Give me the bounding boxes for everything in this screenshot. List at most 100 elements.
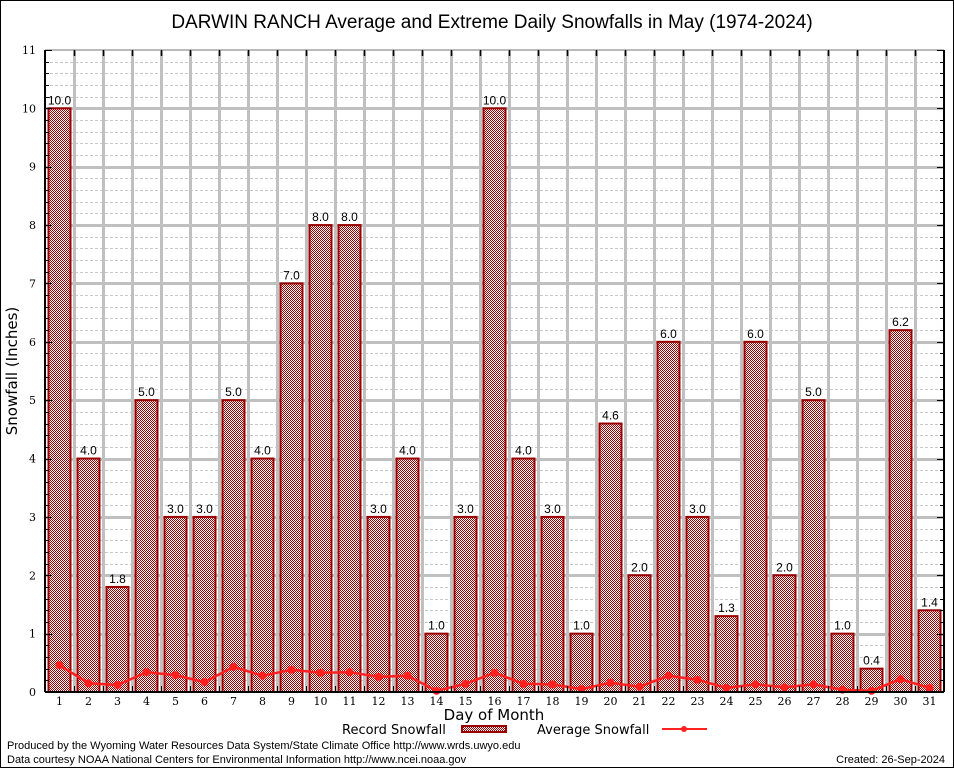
bar-day-6 <box>192 515 217 694</box>
x-tick-label: 16 <box>488 695 502 708</box>
y-tick-label: 8 <box>29 219 36 232</box>
average-point-day-23 <box>693 675 702 684</box>
bar-value-label: 3.0 <box>544 502 561 516</box>
x-tick-labels: 1 2 3 4 5 6 7 8 9 10 11 12 13 14 15 16 17 18 19 20 21 22 23 24 2… <box>56 695 937 708</box>
x-tick-label: 22 <box>662 695 676 708</box>
bar-value-label: 6.0 <box>660 327 677 341</box>
bar-day-3 <box>105 585 130 693</box>
footer-data-source: Data courtesy NOAA National Centers for … <box>7 754 467 766</box>
average-point-day-7 <box>229 662 238 671</box>
average-point-day-31 <box>925 683 934 692</box>
bar-day-4 <box>134 399 159 693</box>
x-tick-label: 26 <box>778 695 792 708</box>
x-tick-label: 9 <box>288 695 295 708</box>
legend-swatch-average-marker <box>681 726 687 732</box>
bar-value-label: 7.0 <box>283 268 300 282</box>
average-point-day-14 <box>432 686 441 695</box>
x-tick-label: 13 <box>401 695 415 708</box>
average-point-day-6 <box>200 678 209 687</box>
bar-value-label: 0.4 <box>863 654 880 668</box>
bar-day-14 <box>424 632 449 693</box>
x-axis-label: Day of Month <box>444 706 545 724</box>
legend-swatch-record <box>461 725 507 733</box>
footer-producer: Produced by the Wyoming Water Resources … <box>7 740 520 752</box>
y-tick-label: 10 <box>22 102 36 115</box>
bar-day-19 <box>569 632 594 693</box>
x-tick-label: 25 <box>749 695 763 708</box>
x-tick-label: 30 <box>894 695 908 708</box>
y-tick-label: 7 <box>29 277 36 290</box>
y-tick-label: 11 <box>22 44 36 57</box>
average-point-day-3 <box>113 680 122 689</box>
average-point-day-22 <box>664 671 673 680</box>
bar-value-label: 1.0 <box>834 619 851 633</box>
y-axis-label: Snowfall (Inches) <box>3 307 21 435</box>
legend-label-record: Record Snowfall <box>342 723 446 738</box>
average-point-day-24 <box>722 683 731 692</box>
bar-day-27 <box>801 399 826 693</box>
x-tick-label: 19 <box>575 695 589 708</box>
bar-day-25 <box>743 340 768 693</box>
x-tick-label: 3 <box>114 695 121 708</box>
legend-label-average: Average Snowfall <box>537 723 649 738</box>
bar-value-label: 2.0 <box>631 560 648 574</box>
y-tick-labels: 0 1 2 3 4 5 6 7 8 9 10 11 <box>22 44 36 699</box>
bar-day-10 <box>308 224 333 693</box>
average-point-day-2 <box>84 679 93 688</box>
x-tick-label: 24 <box>720 695 734 708</box>
average-point-day-5 <box>171 671 180 680</box>
bar-value-label: 10.0 <box>48 93 72 107</box>
bar-day-21 <box>627 574 652 693</box>
bar-day-22 <box>656 340 681 693</box>
bar-day-11 <box>337 224 362 693</box>
x-tick-label: 18 <box>546 695 560 708</box>
average-point-day-4 <box>142 668 151 677</box>
bar-value-label: 3.0 <box>167 502 184 516</box>
bar-value-label: 2.0 <box>776 560 793 574</box>
average-point-day-15 <box>461 679 470 688</box>
bar-day-9 <box>279 282 304 693</box>
average-point-day-9 <box>287 665 296 674</box>
y-tick-label: 2 <box>29 569 36 582</box>
bar-day-8 <box>250 457 275 693</box>
bar-value-label: 1.3 <box>718 601 735 615</box>
average-point-day-29 <box>867 686 876 695</box>
average-point-day-10 <box>316 668 325 677</box>
x-tick-label: 10 <box>314 695 328 708</box>
bar-day-12 <box>366 515 391 694</box>
axes <box>44 49 945 693</box>
bar-value-label: 6.0 <box>747 327 764 341</box>
x-tick-label: 14 <box>430 695 444 708</box>
x-tick-label: 17 <box>517 695 531 708</box>
bar-value-label: 4.6 <box>602 409 619 423</box>
x-tick-label: 29 <box>865 695 879 708</box>
bar-value-label: 3.0 <box>370 502 387 516</box>
bar-value-label: 5.0 <box>138 385 155 399</box>
x-tick-label: 28 <box>836 695 850 708</box>
bar-day-17 <box>511 457 536 693</box>
bar-day-7 <box>221 399 246 693</box>
bar-value-label: 1.8 <box>109 572 126 586</box>
bar-value-label: 5.0 <box>805 385 822 399</box>
x-tick-label: 5 <box>172 695 179 708</box>
bar-day-20 <box>598 422 623 693</box>
x-tick-label: 11 <box>343 695 357 708</box>
bar-value-label: 4.0 <box>399 444 416 458</box>
bar-value-label: 6.2 <box>892 315 909 329</box>
average-point-day-17 <box>519 679 528 688</box>
average-point-day-20 <box>606 678 615 687</box>
average-point-day-21 <box>635 682 644 691</box>
bar-value-label: 3.0 <box>457 502 474 516</box>
average-point-day-25 <box>751 680 760 689</box>
chart-title: DARWIN RANCH Average and Extreme Daily S… <box>171 12 812 33</box>
x-tick-label: 6 <box>201 695 208 708</box>
x-tick-label: 2 <box>85 695 92 708</box>
bar-value-label: 8.0 <box>312 210 329 224</box>
y-tick-label: 5 <box>29 394 36 407</box>
bar-day-2 <box>76 457 101 693</box>
average-point-day-13 <box>403 671 412 680</box>
average-point-day-30 <box>896 675 905 684</box>
bar-value-label: 4.0 <box>254 444 271 458</box>
average-point-day-18 <box>548 680 557 689</box>
x-tick-label: 7 <box>230 695 237 708</box>
